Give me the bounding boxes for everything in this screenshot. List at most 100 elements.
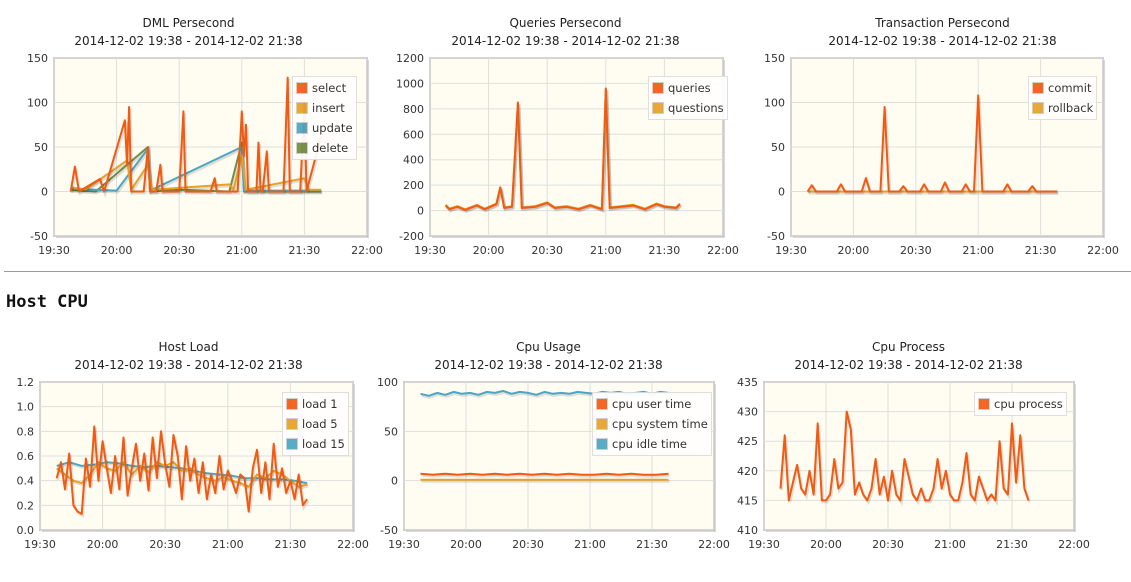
- y-tick-label: -200: [399, 230, 424, 243]
- legend-swatch-fill: [287, 419, 297, 429]
- legend-item[interactable]: cpu user time: [596, 394, 708, 414]
- x-tick-label: 19:30: [38, 244, 70, 257]
- legend-item[interactable]: queries: [652, 78, 724, 98]
- y-tick-label: 425: [737, 435, 758, 448]
- x-tick-label: 20:30: [900, 244, 932, 257]
- y-tick-label: -50: [30, 230, 48, 243]
- legend-swatch: [286, 438, 298, 450]
- legend-label: cpu idle time: [612, 437, 687, 451]
- y-tick-label: 1200: [396, 52, 424, 65]
- legend-swatch: [652, 82, 664, 94]
- legend-label: load 1: [302, 397, 338, 411]
- legend-item[interactable]: select: [296, 78, 353, 98]
- y-tick-label: 400: [403, 154, 424, 167]
- x-tick-label: 22:00: [1058, 538, 1090, 551]
- legend-swatch: [296, 102, 308, 114]
- legend-swatch-fill: [297, 103, 307, 113]
- chart-cpu-usage: Cpu Usage 2014-12-02 19:38 - 2014-12-02 …: [360, 332, 737, 582]
- legend-swatch: [296, 122, 308, 134]
- chart-host-load: Host Load 2014-12-02 19:38 - 2014-12-02 …: [0, 332, 377, 582]
- series-line-load-1: [55, 425, 308, 515]
- x-tick-label: 19:30: [414, 244, 446, 257]
- legend-item[interactable]: insert: [296, 98, 353, 118]
- legend-swatch: [596, 398, 608, 410]
- x-tick-label: 20:00: [838, 244, 870, 257]
- legend-item[interactable]: cpu idle time: [596, 434, 708, 454]
- chart-subtitle: 2014-12-02 19:38 - 2014-12-02 21:38: [828, 34, 1057, 48]
- legend-item[interactable]: load 15: [286, 434, 345, 454]
- chart-subtitle: 2014-12-02 19:38 - 2014-12-02 21:38: [794, 358, 1023, 372]
- x-tick-label: 21:30: [649, 244, 681, 257]
- legend-item[interactable]: load 1: [286, 394, 345, 414]
- series-shadow: [421, 473, 670, 478]
- legend-swatch: [1032, 102, 1044, 114]
- x-tick-label: 21:00: [934, 538, 966, 551]
- x-tick-label: 20:00: [450, 538, 482, 551]
- x-tick-label: 19:30: [388, 538, 420, 551]
- legend-label: update: [312, 121, 353, 135]
- legend-swatch-fill: [287, 399, 297, 409]
- y-tick-label: 1000: [396, 77, 424, 90]
- y-tick-label: 50: [384, 425, 398, 438]
- legend-item[interactable]: delete: [296, 138, 353, 158]
- y-tick-label: 1.0: [17, 401, 35, 414]
- legend-label: delete: [312, 141, 349, 155]
- x-tick-label: 19:30: [24, 538, 56, 551]
- legend-label: select: [312, 81, 347, 95]
- legend-swatch-fill: [597, 399, 607, 409]
- legend-item[interactable]: load 5: [286, 414, 345, 434]
- chart-legend: load 1 load 5 load 15: [282, 392, 349, 456]
- section-title: Host CPU: [6, 292, 88, 312]
- x-tick-label: 20:30: [872, 538, 904, 551]
- chart-title: Transaction Persecond: [875, 16, 1010, 30]
- y-tick-label: 800: [403, 103, 424, 116]
- series-line-cpu-process: [779, 410, 1030, 502]
- legend-item[interactable]: questions: [652, 98, 724, 118]
- y-tick-label: 100: [377, 376, 398, 389]
- y-tick-label: 410: [737, 524, 758, 537]
- legend-item[interactable]: update: [296, 118, 353, 138]
- legend-swatch: [1032, 82, 1044, 94]
- x-tick-label: 20:30: [512, 538, 544, 551]
- chart-title: Cpu Usage: [516, 340, 581, 354]
- chart-legend: queries questions: [648, 76, 728, 120]
- y-tick-label: 415: [737, 494, 758, 507]
- legend-swatch-fill: [1033, 83, 1043, 93]
- legend-item[interactable]: commit: [1032, 78, 1093, 98]
- x-tick-label: 20:00: [87, 538, 119, 551]
- chart-queries-persecond: Queries Persecond 2014-12-02 19:38 - 201…: [377, 8, 754, 258]
- legend-item[interactable]: cpu process: [978, 394, 1063, 414]
- legend-item[interactable]: cpu system time: [596, 414, 708, 434]
- legend-swatch: [296, 142, 308, 154]
- chart-title: DML Persecond: [142, 16, 235, 30]
- chart-subtitle: 2014-12-02 19:38 - 2014-12-02 21:38: [74, 34, 303, 48]
- x-tick-label: 19:30: [775, 244, 807, 257]
- y-tick-label: 100: [764, 97, 785, 110]
- x-tick-label: 21:00: [962, 244, 994, 257]
- x-tick-label: 20:00: [473, 244, 505, 257]
- legend-label: cpu user time: [612, 397, 692, 411]
- legend-swatch: [286, 398, 298, 410]
- x-tick-label: 22:00: [337, 538, 369, 551]
- y-tick-label: 200: [403, 179, 424, 192]
- x-tick-label: 20:00: [810, 538, 842, 551]
- x-tick-label: 22:00: [351, 244, 383, 257]
- legend-item[interactable]: rollback: [1032, 98, 1093, 118]
- y-tick-label: -50: [380, 524, 398, 537]
- chart-cpu-process: Cpu Process 2014-12-02 19:38 - 2014-12-0…: [720, 332, 1097, 582]
- x-tick-label: 22:00: [707, 244, 739, 257]
- y-tick-label: 0: [778, 186, 785, 199]
- x-tick-label: 21:00: [574, 538, 606, 551]
- legend-swatch: [652, 102, 664, 114]
- chart-legend: cpu process: [974, 392, 1067, 416]
- legend-swatch-fill: [297, 83, 307, 93]
- legend-swatch-fill: [597, 439, 607, 449]
- legend-swatch-fill: [287, 439, 297, 449]
- legend-swatch-fill: [979, 399, 989, 409]
- legend-label: load 5: [302, 417, 338, 431]
- y-tick-label: 0.4: [17, 475, 35, 488]
- legend-label: commit: [1048, 81, 1092, 95]
- legend-swatch: [596, 438, 608, 450]
